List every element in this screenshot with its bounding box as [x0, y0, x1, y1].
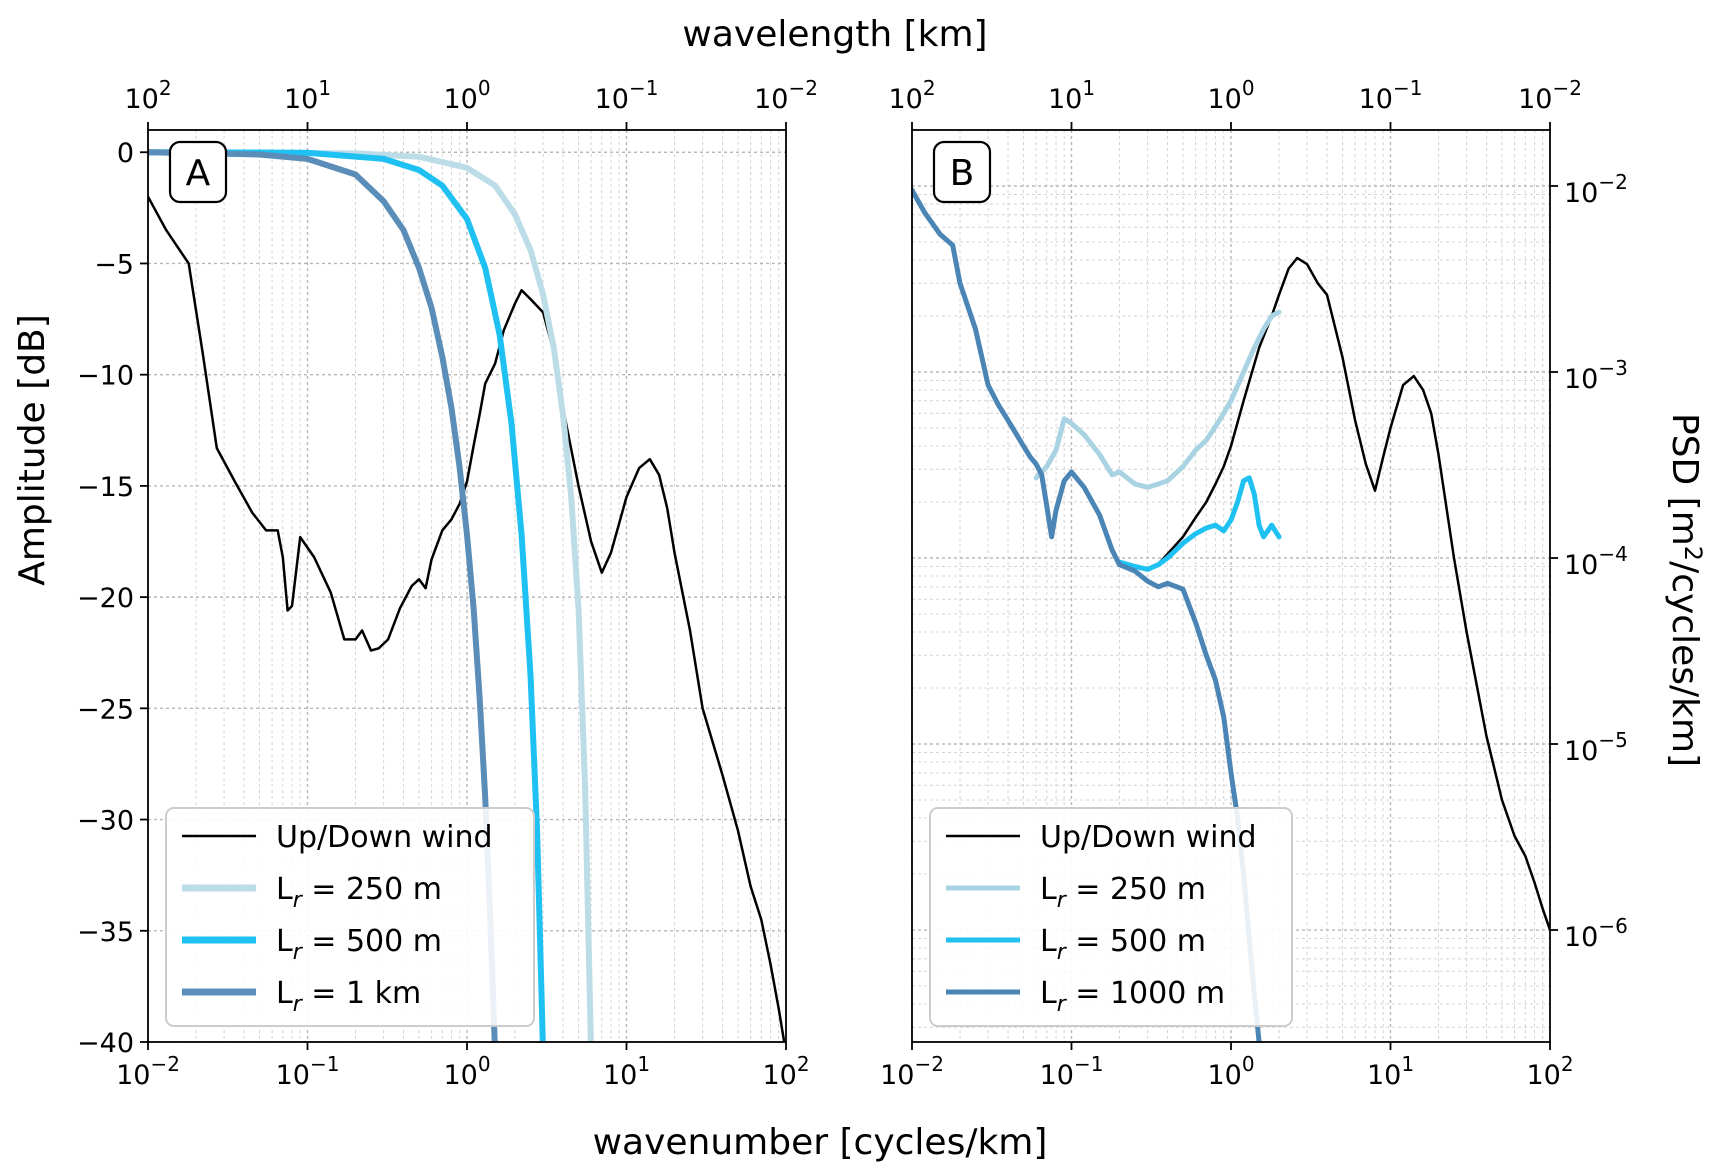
- top-tick-label: 10−1: [595, 76, 659, 115]
- y-tick-label: 10−3: [1564, 356, 1628, 395]
- series-line-3: [912, 187, 1262, 1042]
- panel-label: A: [186, 153, 211, 194]
- y-tick-label: 10−5: [1564, 728, 1628, 767]
- x-tick-label: 100: [443, 1052, 490, 1091]
- top-tick-label: 10−1: [1359, 76, 1423, 115]
- y-ticks: 10−6 10−5 10−4 10−3 10−2: [1550, 170, 1628, 953]
- legend-label: Lr = 1000 m: [1040, 976, 1225, 1017]
- legend-label: Up/Down wind: [276, 820, 493, 855]
- y-tick-label: −35: [77, 917, 134, 948]
- y-tick-label: 10−2: [1564, 170, 1628, 209]
- y-axis-title-b-main: PSD [m: [1664, 413, 1705, 546]
- top-tick-label: 100: [1207, 76, 1254, 115]
- series-line-2: [148, 149, 546, 1042]
- series-line-0: [148, 195, 786, 1042]
- y-tick-label: −10: [77, 361, 134, 392]
- series-line-1: [148, 149, 594, 1042]
- top-tick-label: 101: [284, 76, 331, 115]
- top-axis-title: wavelength [km]: [682, 14, 987, 55]
- x-tick-label: 101: [603, 1052, 650, 1091]
- y-tick-label: 0: [117, 138, 134, 169]
- y-axis-title-a: Amplitude [dB]: [12, 314, 53, 586]
- x-tick-label: 100: [1207, 1052, 1254, 1091]
- legend-box: [929, 807, 1293, 1027]
- legend-label: Lr = 250 m: [276, 872, 442, 913]
- y-tick-label: −30: [77, 806, 134, 837]
- legend-label: Lr = 500 m: [276, 924, 442, 965]
- panel-label-box: [932, 140, 992, 204]
- legend: Up/Down wind Lr = 250 m Lr = 500 m Lr = 100…: [929, 807, 1293, 1027]
- top-tick-label: 102: [888, 76, 935, 115]
- top-tick-label: 10−2: [1518, 76, 1582, 115]
- x-tick-label: 10−2: [116, 1052, 180, 1091]
- legend-label: Lr = 250 m: [1040, 872, 1206, 913]
- series-group: [148, 149, 786, 1042]
- y-tick-label: 10−4: [1564, 542, 1628, 581]
- legend-label: Up/Down wind: [1040, 820, 1257, 855]
- y-tick-label: −20: [77, 583, 134, 614]
- x-tick-label: 10−2: [880, 1052, 944, 1091]
- x-ticks: 10−2 102 10−1 101 100 100 101 10−1 102 10−2: [116, 76, 818, 1091]
- y-axis-title-b-sup: 2: [1679, 546, 1707, 561]
- panel-label-box: [168, 140, 228, 204]
- series-line-0: [1118, 256, 1550, 932]
- y-ticks: 0 −5 −10 −15 −20 −25 −30 −35 −40: [77, 138, 148, 1059]
- x-ticks: 10−2 102 10−1 101 100 100 101 10−1 102 10−2: [880, 76, 1582, 1091]
- series-line-2: [1117, 475, 1282, 572]
- y-tick-label: −25: [77, 694, 134, 725]
- y-tick-label: −40: [77, 1028, 134, 1059]
- series-line-3: [148, 149, 498, 1042]
- y-axis-title-b: PSD [m2/cycles/km]: [1664, 413, 1707, 767]
- x-axis-title: wavenumber [cycles/km]: [593, 1122, 1048, 1163]
- series-line-1: [1033, 309, 1282, 490]
- legend: Up/Down wind Lr = 250 m Lr = 500 m Lr = 1 k…: [165, 807, 535, 1027]
- x-tick-label: 101: [1367, 1052, 1414, 1091]
- x-tick-label: 10−1: [276, 1052, 340, 1091]
- legend-label: Lr = 500 m: [1040, 924, 1206, 965]
- x-tick-label: 102: [1526, 1052, 1573, 1091]
- top-tick-label: 102: [124, 76, 171, 115]
- top-tick-label: 10−2: [754, 76, 818, 115]
- y-tick-label: 10−6: [1564, 914, 1628, 953]
- y-tick-label: −5: [94, 249, 134, 280]
- legend-label: Lr = 1 km: [276, 976, 421, 1017]
- x-tick-label: 10−1: [1040, 1052, 1104, 1091]
- panel-b: 10−210210−110110010010110−110210−210−610…: [880, 76, 1628, 1091]
- top-tick-label: 100: [443, 76, 490, 115]
- panel-label: B: [950, 153, 975, 194]
- top-tick-label: 101: [1048, 76, 1095, 115]
- series-group: [912, 187, 1550, 1042]
- y-axis-title-b-rest: /cycles/km]: [1664, 561, 1705, 767]
- legend-box: [165, 807, 535, 1027]
- y-tick-label: −15: [77, 472, 134, 503]
- x-tick-label: 102: [762, 1052, 809, 1091]
- panel-a: 10−2 102 10−1 101 100 100 101 10−1 102 10−2 0 −5 −10…: [77, 76, 818, 1091]
